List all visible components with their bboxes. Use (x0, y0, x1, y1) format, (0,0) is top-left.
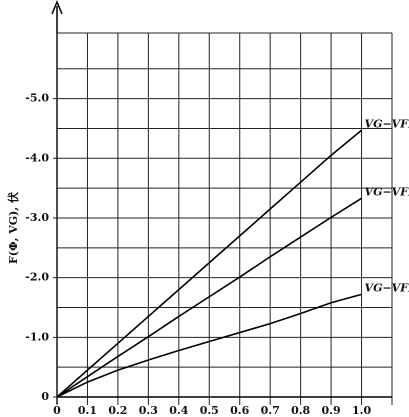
line (56, 129, 363, 398)
x-tick-label: 0 (53, 404, 61, 417)
y-tick-label: -3.0 (25, 211, 49, 224)
y-tick-label: 0 (41, 390, 49, 403)
x-tick-label: 0.8 (291, 404, 310, 417)
x-tick-label: 0.7 (261, 404, 280, 417)
y-tick-label: -1.0 (25, 330, 49, 343)
line-label: VG−VFB (365, 185, 409, 198)
x-tick-label: 0.6 (230, 404, 249, 417)
x-tick-label: 0.1 (78, 404, 97, 417)
line-label: VG−VFB (365, 117, 409, 130)
x-tick-label: 0.2 (108, 404, 127, 417)
line (56, 293, 362, 398)
x-tick-label: 0.3 (139, 404, 158, 417)
y-axis-label: F(Φ, VG), 伏 (6, 192, 20, 264)
y-tick-label: -5.0 (25, 92, 49, 105)
line (56, 197, 362, 398)
line-label: VG−VFB (365, 281, 409, 294)
x-tick-label: 0.9 (322, 404, 341, 417)
x-tick-label: 1.0 (352, 404, 371, 417)
x-tick-label: 0.4 (169, 404, 188, 417)
y-tick-label: -2.0 (25, 271, 49, 284)
x-tick-label: 0.5 (200, 404, 219, 417)
y-tick-label: -4.0 (25, 151, 49, 164)
y-axis-arrow (51, 0, 63, 15)
